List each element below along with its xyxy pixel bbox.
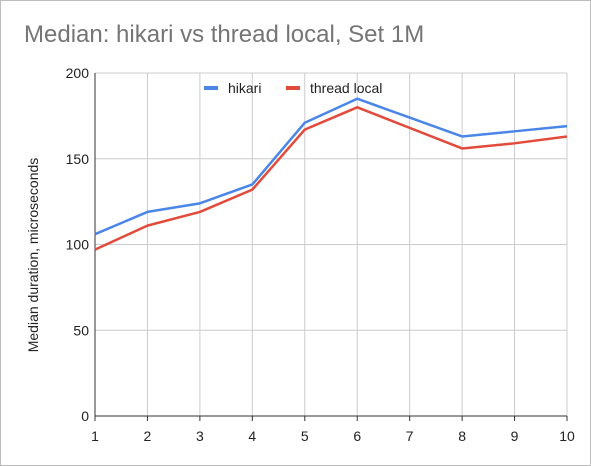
- y-axis-label: Median duration, microseconds: [25, 158, 41, 353]
- legend-label: hikari: [228, 80, 261, 96]
- x-tick-label: 10: [559, 428, 575, 444]
- x-tick-label: 8: [458, 428, 466, 444]
- x-tick-label: 9: [511, 428, 519, 444]
- x-tick-label: 5: [301, 428, 309, 444]
- y-tick-label: 150: [66, 151, 90, 167]
- x-tick-label: 1: [91, 428, 99, 444]
- grid-lines: [95, 73, 567, 416]
- y-tick-label: 50: [73, 322, 89, 338]
- legend: hikari thread local: [204, 80, 382, 96]
- series-line-2: [95, 107, 567, 249]
- y-tick-label: 100: [66, 237, 90, 253]
- x-tick-label: 4: [248, 428, 256, 444]
- series-lines: [95, 99, 567, 250]
- x-tick-label: 2: [144, 428, 152, 444]
- x-tick-label: 3: [196, 428, 204, 444]
- y-tick-label: 200: [66, 65, 90, 81]
- x-tick-label: 6: [353, 428, 361, 444]
- y-tick-label: 0: [81, 408, 89, 424]
- legend-label: thread local: [310, 80, 382, 96]
- x-tick-label: 7: [406, 428, 414, 444]
